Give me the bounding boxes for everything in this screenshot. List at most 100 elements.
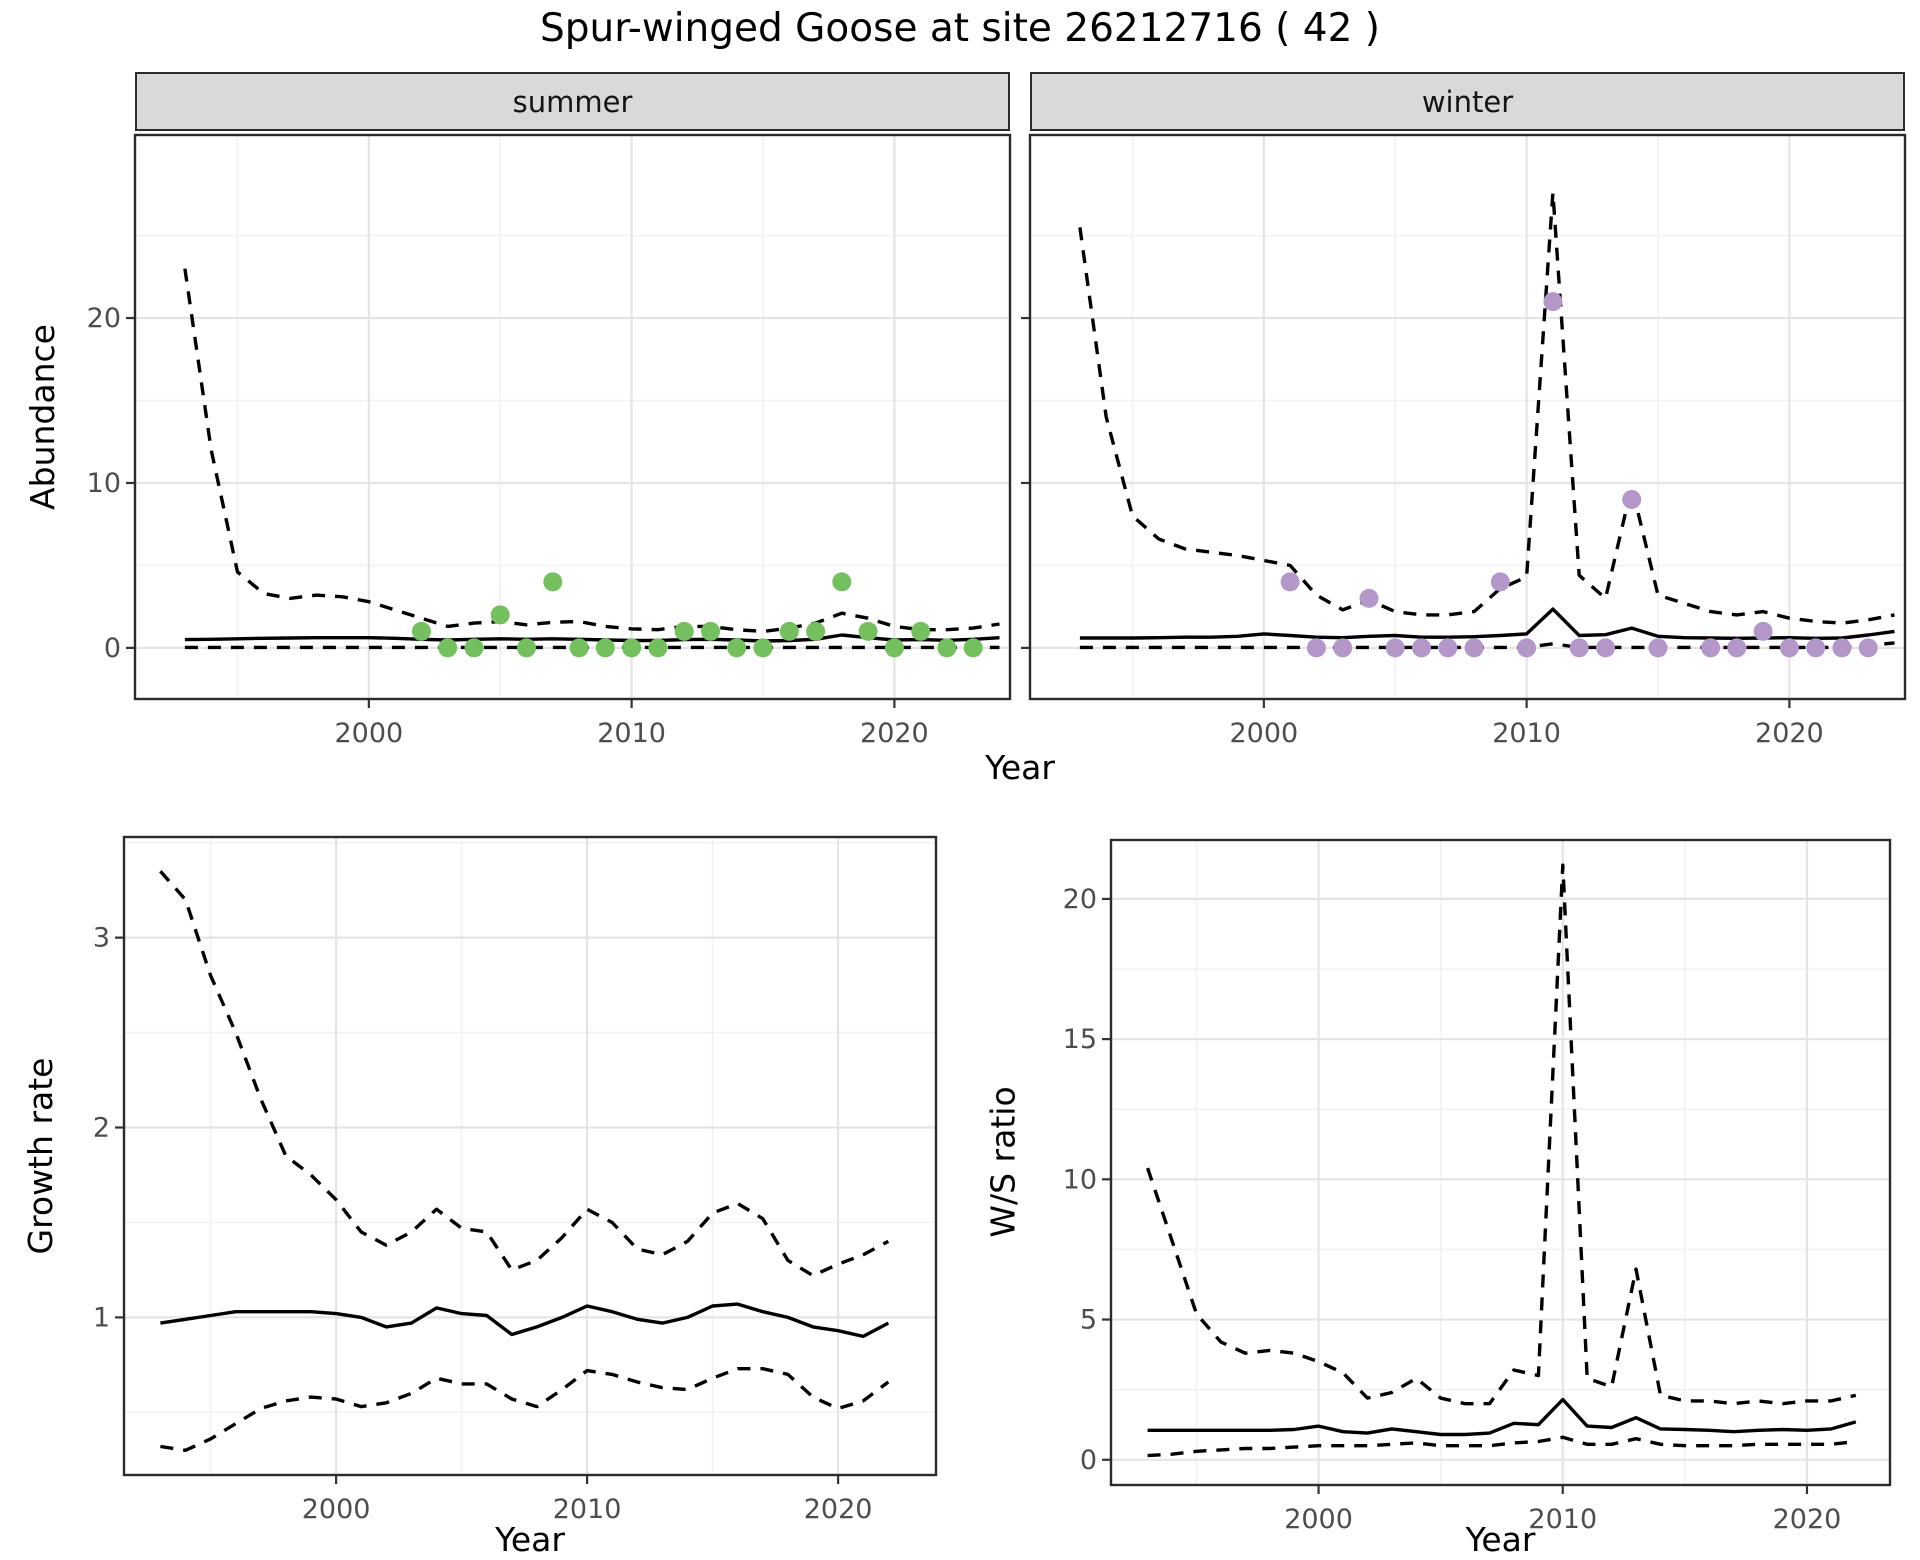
series-lower_ci (160, 1367, 890, 1452)
data-point (1333, 638, 1353, 658)
data-point (622, 638, 642, 658)
data-point (543, 572, 563, 592)
x-axis-title-year-bottom-left: Year (495, 1520, 565, 1559)
data-point (1517, 638, 1537, 658)
series-upper_ci (1078, 191, 1895, 625)
data-point (884, 638, 904, 658)
data-point (438, 638, 458, 658)
data-point (1438, 638, 1458, 658)
panel-ws-ratio: 2000 2010 2020 0 5 10 15 20 (1063, 838, 1892, 1535)
data-point (701, 621, 720, 641)
y-tick-label: 0 (1080, 1445, 1097, 1476)
y-axis-title-abundance: Abundance (23, 324, 62, 510)
series-lower_ci (1079, 641, 1895, 650)
y-tick-label: 0 (104, 633, 121, 664)
x-tick-label: 2010 (1528, 1504, 1597, 1535)
data-point (1648, 638, 1668, 658)
data-point (911, 621, 931, 641)
data-point (727, 638, 747, 658)
data-point (464, 638, 484, 658)
x-tick-label: 2010 (597, 718, 666, 749)
data-point (517, 638, 536, 658)
y-tick-label: 10 (87, 468, 121, 499)
series-fit (160, 1302, 890, 1339)
x-tick-label: 2020 (1755, 718, 1824, 749)
facet-strip-summer: summer (135, 72, 1010, 131)
data-point (595, 638, 615, 658)
y-tick-label: 3 (93, 923, 110, 954)
panel-growth-rate: 2000 2010 2020 1 2 3 (93, 835, 938, 1525)
data-point (1622, 490, 1642, 509)
x-tick-label: 2020 (804, 1494, 873, 1525)
data-point (753, 638, 773, 658)
data-point (1727, 638, 1747, 658)
series-upper_ci (183, 268, 1000, 634)
data-point (1701, 638, 1721, 658)
series-fit (1147, 1397, 1857, 1437)
data-point (1806, 638, 1826, 658)
series-upper_ci (1145, 863, 1857, 1406)
data-point (1306, 638, 1326, 658)
data-point (411, 621, 431, 641)
panel-border (133, 133, 1012, 701)
x-tick-label: 2020 (860, 718, 929, 749)
plot-title: Spur-winged Goose at site 26212716 ( 42 … (539, 6, 1381, 51)
data-point (1490, 572, 1510, 592)
facet-strip-winter-label: winter (1421, 84, 1514, 119)
y-tick-label: 2 (93, 1113, 110, 1144)
panel-abundance-winter: 2000 2010 2020 (1021, 133, 1907, 749)
y-axis-title-growth-rate: Growth rate (21, 1057, 60, 1255)
x-tick-label: 2000 (334, 718, 403, 749)
data-point (1359, 588, 1379, 608)
data-point (779, 621, 799, 641)
data-point (1858, 638, 1878, 658)
panel-background (135, 135, 1010, 699)
data-point (569, 638, 589, 658)
data-point (1569, 638, 1589, 658)
y-tick-label: 5 (1080, 1305, 1097, 1336)
y-tick-label: 15 (1063, 1024, 1097, 1055)
x-tick-label: 2020 (1773, 1504, 1842, 1535)
data-point (490, 605, 510, 625)
y-tick-label: 1 (93, 1302, 110, 1333)
panel-background (124, 837, 936, 1475)
x-axis-title-year-bottom-right: Year (1465, 1520, 1536, 1559)
data-point (1280, 572, 1300, 592)
data-point (963, 638, 983, 658)
data-point (832, 572, 852, 592)
panel-border (1028, 133, 1907, 701)
data-point (858, 621, 878, 641)
x-tick-label: 2010 (1492, 718, 1561, 749)
facet-strip-summer-label: summer (512, 84, 633, 119)
y-axis-title-ws-ratio: W/S ratio (983, 1086, 1023, 1238)
panel-border (1109, 838, 1892, 1487)
x-tick-label: 2000 (1229, 718, 1298, 749)
x-tick-label: 2000 (1284, 1504, 1353, 1535)
panel-background (1030, 135, 1905, 699)
y-tick-label: 20 (87, 303, 121, 334)
x-axis-title-year-top: Year (985, 748, 1055, 787)
data-point (937, 638, 957, 658)
series-upper_ci (159, 870, 890, 1278)
series-lower_ci (1147, 1435, 1856, 1458)
data-point (1596, 638, 1615, 658)
facet-strip-winter: winter (1030, 72, 1905, 131)
data-point (1543, 292, 1563, 312)
y-tick-label: 10 (1063, 1164, 1097, 1195)
data-point (1779, 638, 1799, 658)
x-tick-label: 2000 (302, 1494, 371, 1525)
x-tick-label: 2010 (553, 1494, 622, 1525)
data-point (1832, 638, 1852, 658)
data-point (806, 621, 826, 641)
panel-background (1111, 840, 1890, 1485)
y-tick-label: 20 (1063, 884, 1097, 915)
data-point (1412, 638, 1431, 658)
data-point (648, 638, 668, 658)
data-point (1385, 638, 1405, 658)
data-point (1753, 621, 1773, 641)
data-point (674, 621, 694, 641)
panel-abundance-summer: 2000 2010 2020 0 10 20 (87, 133, 1012, 749)
panel-border (122, 835, 938, 1477)
